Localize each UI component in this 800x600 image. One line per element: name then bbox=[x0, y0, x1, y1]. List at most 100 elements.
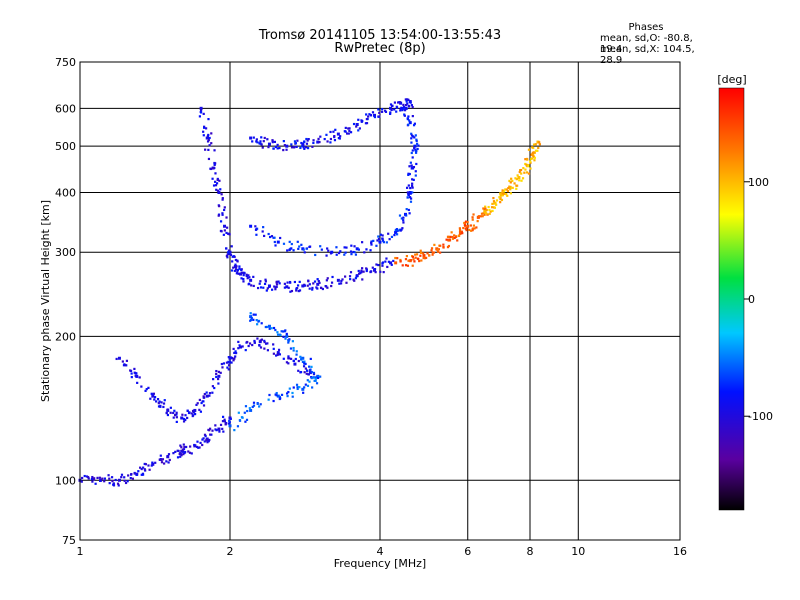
scatter-point bbox=[208, 144, 211, 147]
scatter-point bbox=[320, 286, 323, 290]
scatter-point bbox=[330, 284, 333, 288]
scatter-point bbox=[292, 249, 295, 252]
scatter-point bbox=[290, 146, 294, 149]
scatter-point bbox=[191, 409, 195, 413]
scatter-point bbox=[276, 394, 280, 398]
scatter-point bbox=[221, 366, 224, 369]
scatter-point bbox=[353, 279, 356, 282]
scatter-point bbox=[302, 146, 305, 149]
scatter-point bbox=[397, 229, 400, 232]
scatter-point bbox=[263, 339, 266, 342]
scatter-point bbox=[298, 280, 301, 283]
scatter-point bbox=[211, 167, 215, 170]
scatter-point bbox=[533, 156, 536, 159]
scatter-point bbox=[519, 168, 523, 172]
scatter-point bbox=[303, 362, 306, 365]
scatter-point bbox=[312, 376, 315, 379]
scatter-point bbox=[198, 446, 201, 449]
scatter-point bbox=[285, 285, 289, 289]
scatter-point bbox=[112, 482, 115, 485]
scatter-point bbox=[389, 112, 392, 115]
scatter-point bbox=[293, 362, 297, 366]
scatter-point bbox=[223, 418, 226, 421]
scatter-point bbox=[299, 355, 302, 358]
scatter-point bbox=[232, 359, 235, 362]
scatter-point bbox=[262, 140, 265, 143]
scatter-point bbox=[316, 376, 320, 380]
scatter-point bbox=[240, 271, 243, 274]
scatter-point bbox=[162, 402, 166, 405]
scatter-point bbox=[220, 362, 223, 366]
scatter-point bbox=[494, 202, 497, 205]
scatter-point bbox=[307, 137, 310, 141]
scatter-point bbox=[210, 433, 213, 436]
y-tick-label: 600 bbox=[55, 102, 76, 115]
scatter-point bbox=[315, 382, 319, 385]
scatter-point bbox=[297, 247, 300, 250]
scatter-point bbox=[334, 128, 337, 131]
scatter-point bbox=[110, 476, 114, 479]
scatter-point bbox=[295, 289, 298, 292]
scatter-point bbox=[292, 349, 295, 352]
scatter-point bbox=[326, 247, 329, 250]
scatter-point bbox=[259, 286, 263, 289]
scatter-point bbox=[287, 341, 290, 344]
scatter-point bbox=[249, 136, 253, 140]
scatter-point bbox=[184, 414, 187, 417]
scatter-point bbox=[204, 434, 207, 438]
scatter-point bbox=[523, 171, 526, 174]
scatter-point bbox=[285, 392, 289, 395]
scatter-point bbox=[487, 205, 490, 209]
scatter-point bbox=[221, 197, 224, 200]
x-tick-label: 2 bbox=[227, 545, 234, 558]
scatter-point bbox=[384, 109, 387, 112]
scatter-point bbox=[202, 134, 205, 137]
scatter-point bbox=[296, 387, 299, 391]
scatter-point bbox=[139, 466, 142, 469]
scatter-point bbox=[400, 106, 403, 109]
scatter-point bbox=[410, 137, 413, 140]
scatter-point bbox=[361, 278, 364, 281]
colorbar-tick-label: 100 bbox=[748, 176, 769, 189]
scatter-point bbox=[255, 138, 258, 141]
scatter-point bbox=[230, 245, 233, 248]
scatter-point bbox=[304, 383, 307, 386]
scatter-point bbox=[138, 376, 141, 379]
scatter-point bbox=[187, 450, 190, 453]
scatter-point bbox=[425, 256, 428, 259]
scatter-point bbox=[213, 163, 216, 166]
scatter-point bbox=[194, 412, 197, 416]
scatter-point bbox=[199, 106, 203, 110]
scatter-point bbox=[485, 212, 488, 215]
scatter-point bbox=[415, 139, 418, 142]
scatter-point bbox=[312, 139, 315, 142]
scatter-point bbox=[199, 441, 202, 445]
scatter-point bbox=[515, 178, 518, 181]
scatter-point bbox=[214, 184, 218, 187]
scatter-point bbox=[381, 108, 384, 111]
scatter-point bbox=[405, 100, 408, 103]
scatter-point bbox=[369, 270, 372, 274]
scatter-point bbox=[508, 185, 511, 188]
scatter-point bbox=[151, 393, 154, 396]
scatter-point bbox=[378, 240, 382, 244]
scatter-point bbox=[287, 362, 290, 365]
scatter-point bbox=[522, 167, 525, 170]
scatter-point bbox=[283, 286, 286, 289]
scatter-point bbox=[201, 438, 204, 441]
scatter-point bbox=[203, 440, 206, 443]
scatter-point bbox=[298, 245, 301, 248]
scatter-point bbox=[397, 101, 400, 104]
scatter-point bbox=[232, 266, 235, 269]
scatter-point bbox=[248, 276, 251, 279]
scatter-point bbox=[267, 142, 271, 146]
scatter-point bbox=[206, 441, 209, 444]
scatter-point bbox=[479, 215, 482, 218]
scatter-point bbox=[266, 342, 269, 345]
scatter-point bbox=[396, 257, 399, 260]
scatter-point bbox=[175, 420, 178, 424]
scatter-point bbox=[267, 145, 270, 149]
scatter-point bbox=[399, 259, 402, 263]
scatter-point bbox=[212, 184, 216, 187]
scatter-point bbox=[197, 446, 200, 449]
